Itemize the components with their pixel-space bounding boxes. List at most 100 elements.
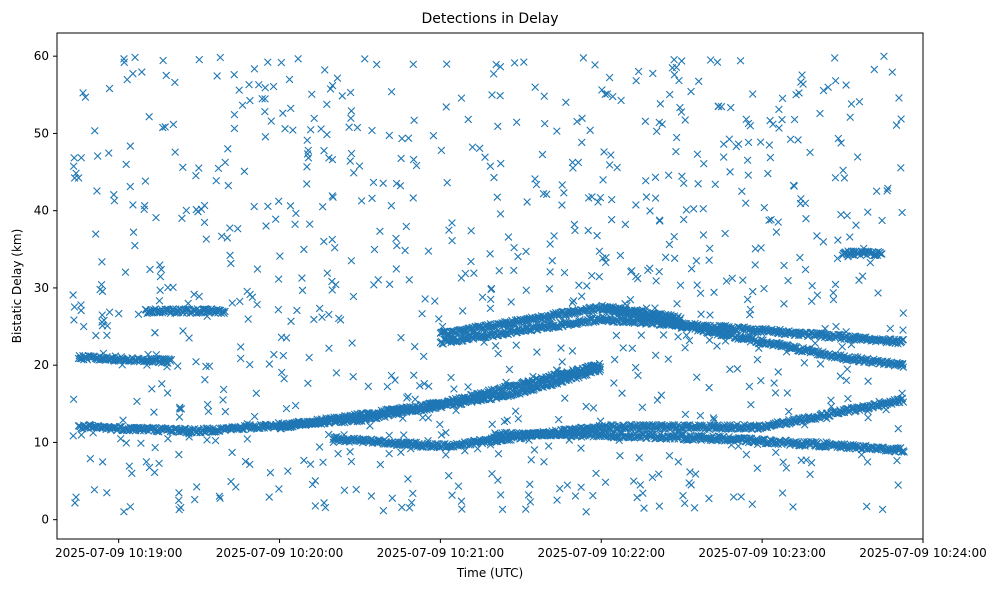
scatter-point [824, 83, 832, 92]
scatter-point [743, 156, 752, 165]
scatter-point [816, 360, 825, 368]
scatter-point [121, 268, 130, 277]
scatter-point [146, 265, 154, 274]
scatter-point [388, 494, 397, 502]
scatter-point [398, 503, 406, 512]
scatter-point [844, 394, 852, 403]
scatter-point [248, 293, 257, 301]
scatter-point [223, 234, 232, 242]
scatter-point [560, 189, 568, 197]
scatter-point [347, 256, 356, 265]
scatter-point [190, 495, 199, 504]
scatter-point [77, 431, 86, 439]
scatter-point [318, 313, 326, 321]
scatter-point [672, 133, 681, 142]
scatter-point [728, 274, 737, 283]
scatter-point [411, 395, 419, 403]
scatter-point [194, 164, 203, 172]
scatter-point [105, 308, 114, 316]
scatter-point [651, 194, 660, 202]
scatter-point [333, 74, 342, 82]
scatter-point [682, 206, 691, 214]
scatter-point [306, 460, 315, 469]
scatter-point [582, 402, 590, 411]
scatter-point [227, 259, 235, 268]
scatter-point [489, 70, 498, 78]
scatter-point [674, 458, 683, 466]
scatter-point [245, 80, 253, 89]
scatter-point [553, 496, 561, 504]
scatter-point [278, 421, 287, 429]
scatter-point [86, 454, 95, 463]
scatter-point [155, 296, 164, 305]
scatter-point [578, 114, 586, 123]
scatter-point [613, 163, 621, 172]
scatter-point [126, 142, 135, 150]
y-tick-label: 10 [34, 435, 49, 449]
scatter-point [163, 389, 172, 397]
scatter-point [514, 414, 523, 423]
scatter-point [562, 98, 570, 107]
scatter-point [69, 432, 78, 440]
scatter-point [737, 492, 745, 501]
scatter-point [424, 247, 433, 255]
scatter-point [558, 358, 566, 366]
scatter-point [105, 424, 114, 432]
scatter-point [544, 442, 553, 450]
scatter-point [674, 332, 682, 341]
scatter-point [179, 327, 187, 335]
scatter-point [69, 291, 77, 299]
scatter-point [664, 355, 673, 363]
scatter-point [742, 450, 751, 459]
scatter-point [434, 315, 443, 323]
scatter-point [277, 368, 286, 377]
scatter-point [478, 293, 487, 301]
scatter-point [490, 173, 498, 182]
scatter-point [706, 311, 714, 319]
scatter-point [300, 245, 308, 254]
scatter-point [892, 121, 901, 129]
scatter-point [644, 266, 652, 275]
scatter-point [512, 118, 521, 127]
scatter-point [287, 317, 295, 326]
scatter-point [621, 220, 630, 229]
x-tick-label: 2025-07-09 10:23:00 [698, 546, 825, 560]
scatter-point [294, 54, 302, 63]
scatter-point [797, 456, 806, 465]
scatter-point [617, 96, 625, 105]
scatter-point [315, 304, 324, 313]
scatter-point [555, 484, 564, 493]
scatter-point [275, 485, 283, 493]
scatter-point [261, 107, 269, 116]
scatter-point [122, 439, 131, 447]
scatter-point [558, 181, 566, 189]
scatter-point [539, 190, 548, 198]
scatter-point [442, 103, 451, 111]
scatter-point [846, 113, 854, 122]
scatter-point [310, 315, 318, 324]
scatter-point [780, 261, 788, 270]
y-tick-label: 30 [34, 281, 49, 295]
scatter-point [498, 505, 507, 514]
scatter-point [587, 271, 596, 280]
scatter-point [324, 310, 333, 319]
scatter-point [696, 289, 705, 298]
scatter-point [243, 435, 252, 443]
scatter-point [202, 362, 210, 371]
scatter-point [726, 103, 735, 112]
scatter-point [751, 261, 759, 269]
scatter-point [134, 310, 143, 319]
scatter-point [757, 376, 765, 385]
scatter-point [546, 268, 554, 276]
scatter-point [265, 493, 274, 501]
scatter-point [530, 446, 539, 454]
scatter-point [681, 343, 689, 352]
scatter-point [379, 506, 388, 515]
scatter-point [843, 365, 852, 373]
scatter-point [687, 87, 695, 96]
scatter-point [399, 431, 408, 439]
scatter-point [306, 125, 315, 134]
scatter-point [192, 483, 201, 491]
scatter-point [230, 124, 239, 133]
